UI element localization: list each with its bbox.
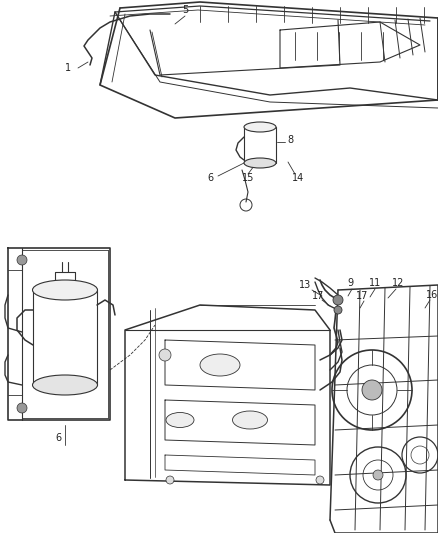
Circle shape [316, 476, 324, 484]
Text: 6: 6 [207, 173, 213, 183]
Ellipse shape [32, 375, 98, 395]
Text: 14: 14 [292, 173, 304, 183]
Text: 9: 9 [347, 278, 353, 288]
Text: 8: 8 [287, 135, 293, 145]
Text: 1: 1 [65, 63, 71, 73]
Circle shape [159, 349, 171, 361]
Text: 12: 12 [392, 278, 404, 288]
Ellipse shape [166, 413, 194, 427]
Text: 17: 17 [312, 291, 324, 301]
Ellipse shape [233, 411, 268, 429]
Circle shape [362, 380, 382, 400]
Text: 13: 13 [299, 280, 311, 290]
Ellipse shape [244, 158, 276, 168]
Text: 16: 16 [426, 290, 438, 300]
Circle shape [333, 295, 343, 305]
Circle shape [166, 476, 174, 484]
Text: 17: 17 [356, 291, 368, 301]
Text: 6: 6 [55, 433, 61, 443]
Ellipse shape [200, 354, 240, 376]
Ellipse shape [32, 280, 98, 300]
Circle shape [17, 403, 27, 413]
Ellipse shape [244, 122, 276, 132]
Text: 5: 5 [182, 5, 188, 15]
Text: 11: 11 [369, 278, 381, 288]
Circle shape [17, 255, 27, 265]
Circle shape [373, 470, 383, 480]
Text: 15: 15 [242, 173, 254, 183]
Circle shape [334, 306, 342, 314]
